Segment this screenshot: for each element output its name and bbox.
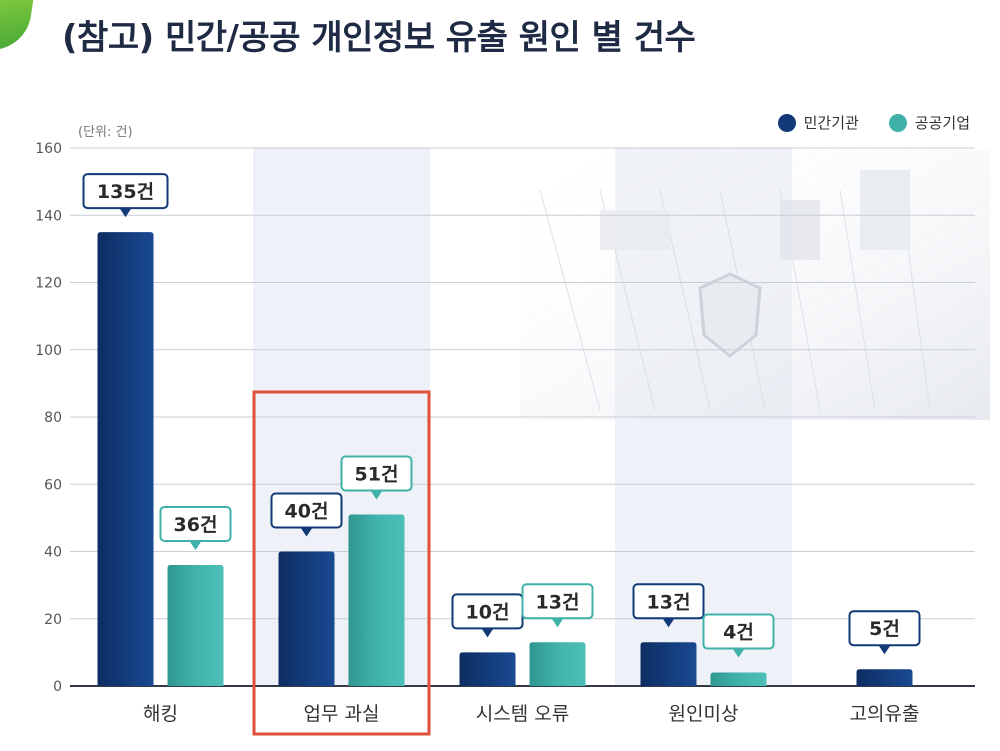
- data-label-pointer: [481, 628, 494, 638]
- y-tick-label: 100: [35, 343, 62, 359]
- bar-public: [529, 642, 586, 686]
- data-label-pointer: [662, 618, 675, 628]
- x-tick-label: 시스템 오류: [476, 703, 569, 725]
- data-label-pointer: [551, 618, 564, 628]
- y-tick-label: 160: [35, 141, 62, 157]
- bar-private: [459, 652, 516, 686]
- background-line: [539, 189, 601, 411]
- data-label-private: 40건: [270, 492, 343, 537]
- data-label-text: 5건: [869, 618, 900, 640]
- background-block: [600, 210, 670, 250]
- data-label-text: 135건: [97, 181, 154, 203]
- x-tick-label: 업무 과실: [304, 703, 380, 725]
- legend-swatch-public: [888, 113, 907, 132]
- x-tick-label: 고의유출: [850, 703, 920, 725]
- highlight-box: [252, 390, 431, 736]
- legend-item-public: 공공기업: [888, 112, 970, 133]
- unit-label: (단위: 건): [78, 125, 133, 140]
- y-tick-label: 80: [44, 410, 62, 426]
- data-label-private: 5건: [848, 610, 921, 655]
- data-label-text: 4건: [723, 622, 754, 644]
- y-tick-label: 0: [53, 679, 62, 695]
- data-label-private: 135건: [82, 173, 169, 218]
- bar-public: [348, 514, 405, 686]
- background-illustration: [520, 150, 990, 420]
- y-tick-label: 120: [35, 276, 62, 292]
- data-label-public: 36건: [159, 505, 232, 550]
- legend-label-private: 민간기관: [803, 114, 859, 132]
- background-block: [860, 170, 910, 250]
- bar-public: [167, 564, 224, 686]
- bar-private: [856, 669, 913, 686]
- legend-item-private: 민간기관: [777, 112, 859, 133]
- shield-icon: [698, 272, 762, 358]
- y-tick-label: 140: [35, 208, 62, 224]
- data-label-text: 36건: [174, 514, 218, 536]
- legend-swatch-private: [777, 113, 796, 132]
- data-label-text: 51건: [355, 464, 399, 486]
- data-label-text: 13건: [536, 591, 580, 613]
- data-label-private: 13건: [632, 583, 705, 628]
- x-tick-label: 원인미상: [669, 703, 739, 725]
- bar-private: [640, 642, 697, 686]
- data-label-pointer: [300, 527, 313, 537]
- data-label-text: 10건: [466, 601, 510, 623]
- data-label-text: 13건: [647, 591, 691, 613]
- data-label-public: 51건: [340, 455, 413, 500]
- data-label-public: 13건: [521, 583, 594, 628]
- y-tick-label: 60: [44, 477, 62, 493]
- bar-private: [97, 232, 154, 686]
- legend-label-public: 공공기업: [914, 114, 970, 132]
- data-label-pointer: [119, 208, 132, 218]
- data-label-pointer: [189, 540, 202, 550]
- chart-legend: 민간기관 공공기업: [777, 112, 970, 133]
- data-label-pointer: [370, 490, 383, 500]
- data-label-public: 4건: [702, 613, 775, 658]
- x-tick-label: 해킹: [143, 703, 178, 725]
- bar-public: [710, 672, 767, 686]
- background-block: [780, 200, 820, 260]
- y-tick-label: 40: [44, 545, 62, 561]
- data-label-private: 10건: [451, 593, 524, 638]
- bar-private: [278, 551, 335, 686]
- background-line: [839, 189, 876, 411]
- page-title: (참고) 민간/공공 개인정보 유출 원인 별 건수: [62, 18, 696, 58]
- data-label-text: 40건: [285, 501, 329, 523]
- data-label-pointer: [732, 648, 745, 658]
- y-tick-label: 20: [44, 612, 62, 628]
- data-label-pointer: [878, 645, 891, 655]
